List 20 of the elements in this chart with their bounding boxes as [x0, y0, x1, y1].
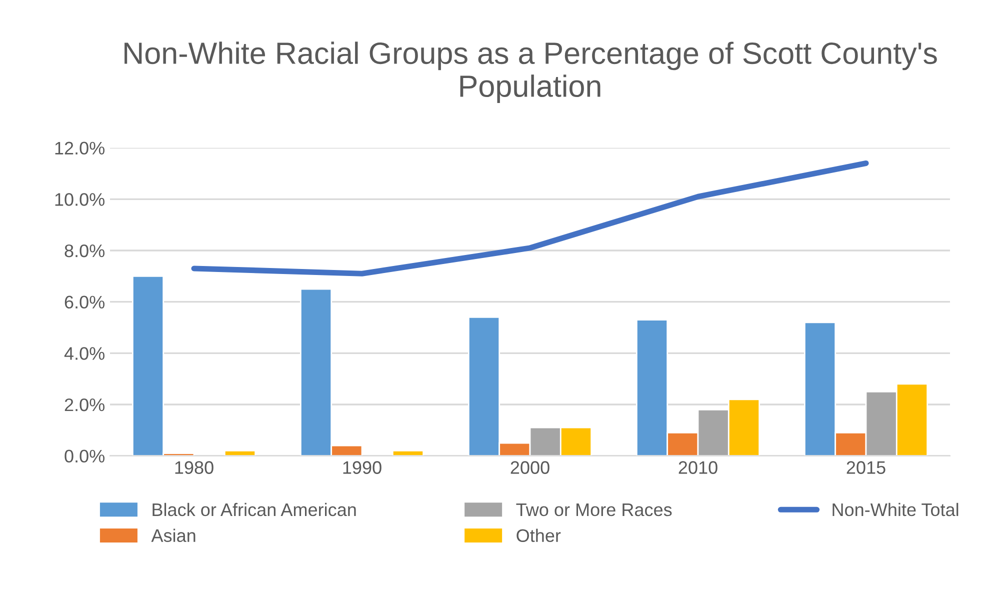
legend-label: Other: [516, 528, 561, 542]
x-tick-label: 1980: [175, 461, 214, 474]
chart-title: Non-White Racial Groups as a Percentage of Scott County's Population: [124, 42, 937, 104]
y-tick-label: 10.0%: [55, 193, 104, 206]
x-tick-label: 1990: [343, 461, 382, 474]
y-tick-label: 0.0%: [64, 450, 104, 463]
legend-label: Asian: [151, 528, 196, 542]
y-tick-label: 6.0%: [64, 296, 104, 309]
x-tick-label: 2010: [678, 461, 718, 474]
x-tick-label: 2015: [846, 461, 886, 474]
y-tick-label: 2.0%: [64, 398, 104, 412]
legend-label: Non-White Total: [832, 502, 958, 516]
legend-label: Black or African American: [152, 502, 356, 516]
bar: [392, 450, 424, 456]
y-tick-label: 8.0%: [64, 244, 104, 258]
y-tick-label: 4.0%: [64, 347, 104, 360]
x-tick-label: 2000: [510, 461, 550, 474]
legend-label: Two or More Races: [516, 504, 672, 516]
bar: [224, 450, 256, 456]
y-tick-label: 12.0%: [55, 142, 104, 155]
